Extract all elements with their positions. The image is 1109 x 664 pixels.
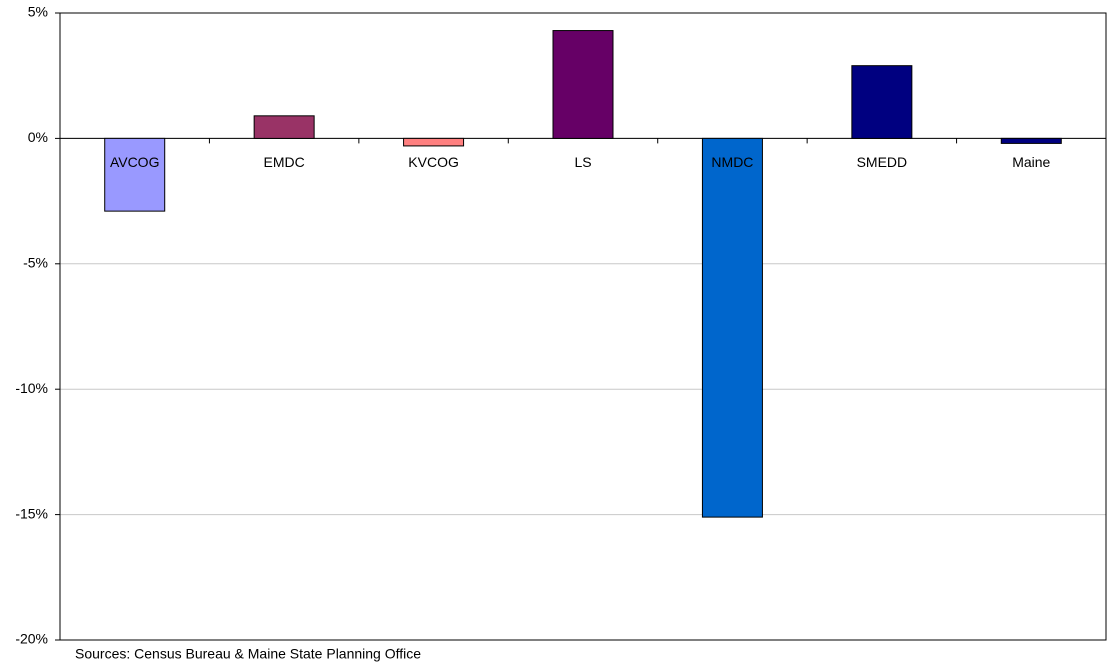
x-tick-label: SMEDD — [857, 154, 908, 170]
x-tick-label: LS — [574, 154, 591, 170]
x-tick-label: AVCOG — [110, 154, 160, 170]
y-tick-label: -20% — [15, 631, 48, 647]
bar — [104, 137, 166, 212]
x-tick-label: NMDC — [711, 154, 753, 170]
bar — [1000, 137, 1062, 144]
bar — [403, 137, 465, 147]
x-tick-label: Maine — [1012, 154, 1050, 170]
bar — [253, 115, 315, 139]
x-tick-label: KVCOG — [408, 154, 459, 170]
source-note: Sources: Census Bureau & Maine State Pla… — [75, 646, 421, 662]
bar — [552, 30, 614, 139]
x-tick-label: EMDC — [264, 154, 305, 170]
plot-frame — [59, 12, 1107, 641]
y-tick-label: 5% — [28, 4, 48, 20]
bar — [701, 137, 763, 518]
y-tick-label: -10% — [15, 380, 48, 396]
y-tick-label: -5% — [23, 255, 48, 271]
y-tick-label: -15% — [15, 505, 48, 521]
bar — [851, 65, 913, 139]
y-tick-label: 0% — [28, 129, 48, 145]
